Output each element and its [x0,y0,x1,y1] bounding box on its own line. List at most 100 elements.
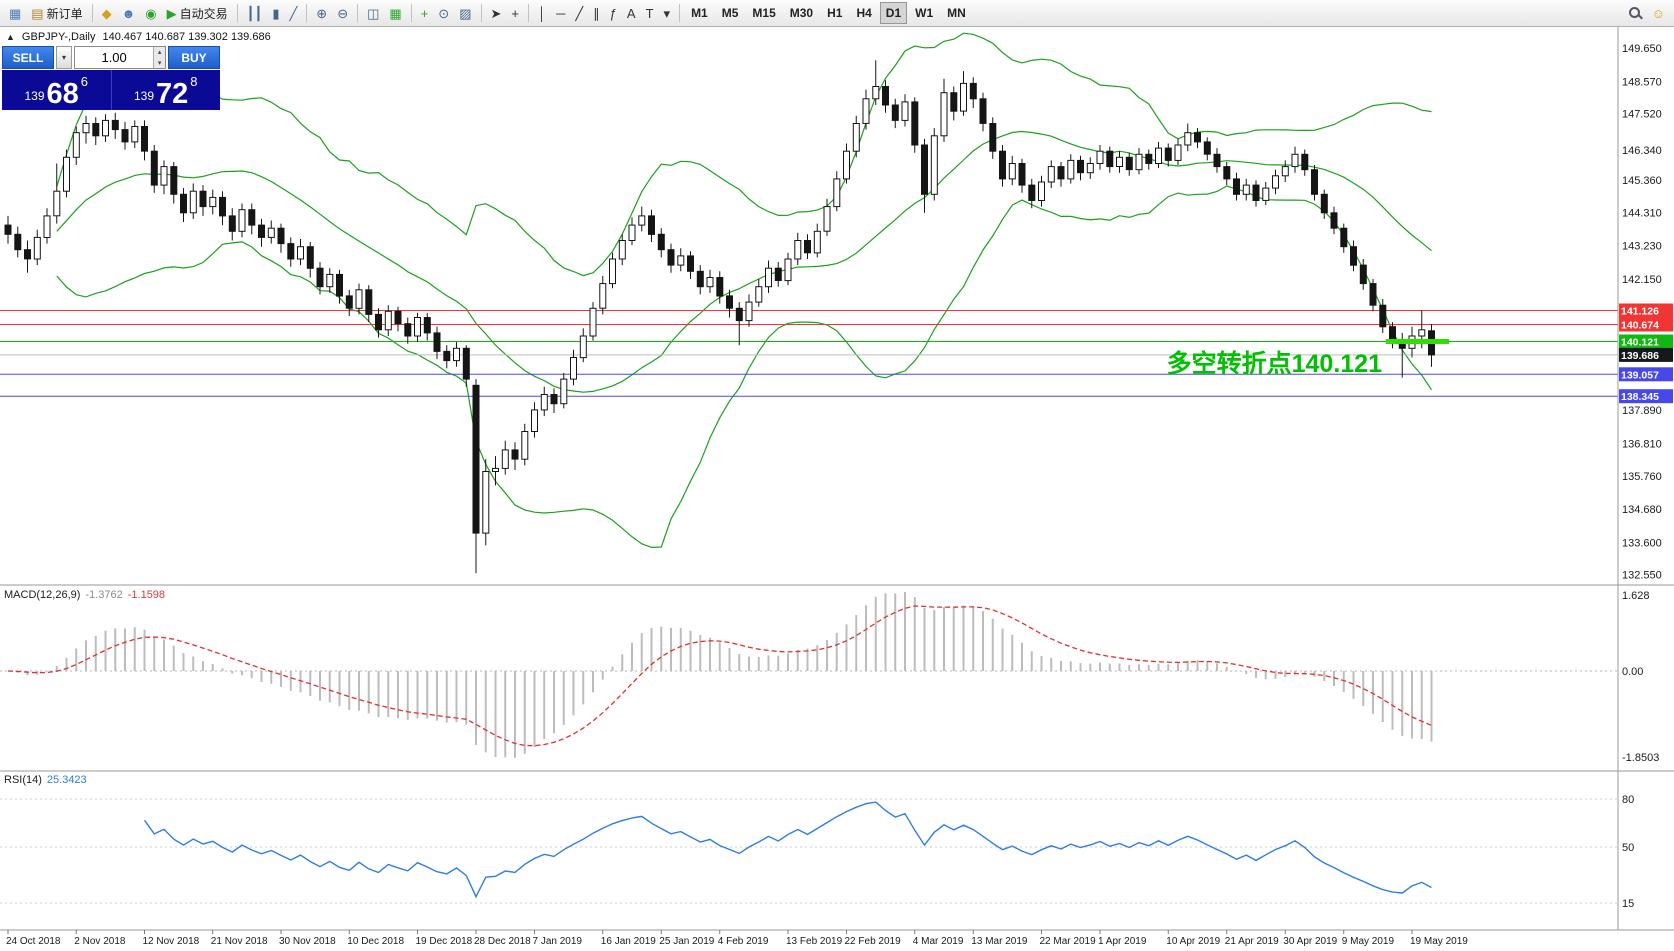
tf-m1-button[interactable]: M1 [685,2,714,24]
candle [560,378,568,405]
auto-trading-button[interactable]: ▶ 自动交易 [163,2,232,24]
candle [394,310,402,325]
rsi-tick-label: 15 [1622,898,1634,910]
tf-w1-button[interactable]: W1 [909,2,939,24]
trendline-button[interactable]: ╱ [571,2,587,24]
candlestick-chart-button[interactable]: ▮ [268,2,283,24]
candle [735,307,743,322]
price-tick-label: 143.230 [1622,241,1662,253]
tf-m5-button[interactable]: M5 [716,2,745,24]
date-label: 12 Nov 2018 [143,936,200,947]
date-label: 10 Apr 2019 [1166,936,1220,947]
candle [950,92,958,112]
candle [852,123,860,152]
text-button[interactable]: A [623,2,640,24]
candle [92,123,100,137]
price-tick-label: 134.680 [1622,504,1662,516]
crosshair-button[interactable]: + [507,2,523,24]
date-axis[interactable] [0,930,1618,951]
tf-h4-button[interactable]: H4 [850,2,877,24]
sell-price-display[interactable]: 139 68 6 [2,70,111,110]
candle [1223,166,1231,180]
price-tick-label: 142.150 [1622,274,1662,286]
toolbar-separator [306,4,308,22]
community-button[interactable]: ☺ [1648,2,1669,24]
macd-label: MACD(12,26,9) [4,589,81,601]
new-order-button[interactable]: ▤ 新订单 [27,2,86,24]
panel-divider-macd[interactable] [0,583,1674,588]
price-tick-label: 149.650 [1622,43,1662,55]
line-chart-button[interactable]: ╱ [285,2,301,24]
indicators-button[interactable]: + [417,2,433,24]
text-label-button[interactable]: T [642,2,658,24]
search-button[interactable] [1624,2,1646,24]
panel-divider-rsi[interactable] [0,769,1674,774]
tf-m15-button[interactable]: M15 [746,2,781,24]
horizontal-line-button[interactable]: ─ [552,2,569,24]
candle [774,267,782,282]
candle [482,471,490,534]
candle [706,277,714,288]
grid-button[interactable]: ▦ [385,2,405,24]
fibonacci-button[interactable]: ƒ [606,2,621,24]
periods-button[interactable]: ⊙ [434,2,453,24]
candle [1057,166,1065,180]
buy-button[interactable]: BUY [168,46,220,69]
axes-layer: 149.650 148.570 147.520 146.340 145.360 144.3… [0,27,1674,947]
candle [882,86,889,106]
candle [53,190,61,217]
pivot-annotation[interactable]: 多空转折点140.121 [1166,350,1382,378]
price-tick-label: 146.340 [1622,145,1662,157]
candle [745,301,753,322]
navigator-icon: ◉ [145,5,157,21]
new-order-label: 新订单 [46,6,83,21]
one-click-collapse-icon[interactable]: ▲ [6,32,15,42]
zoom-out-button[interactable]: ⊖ [333,2,352,24]
toolbar-separator [528,4,529,22]
tf-mn-button[interactable]: MN [941,2,972,24]
candle [628,224,636,242]
data-window-button[interactable]: ☻ [118,2,140,24]
macd-value-main: -1.3762 [85,589,123,601]
candle [862,98,870,124]
macd-header: MACD(12,26,9) -1.3762 -1.1598 [4,589,165,601]
lot-increase-button[interactable]: ▴ [154,47,165,58]
order-type-dropdown[interactable]: ▾ [56,46,72,69]
templates-button[interactable]: ▨ [455,2,475,24]
candle [638,215,646,226]
tf-m30-button[interactable]: M30 [784,2,819,24]
new-chart-button[interactable]: ▦ [5,2,25,24]
candle [1145,153,1153,165]
candle [443,350,451,362]
buy-price-display[interactable]: 139 72 8 [112,70,221,110]
market-watch-button[interactable]: ◆ [98,2,116,24]
date-label: 21 Nov 2018 [211,936,268,947]
lot-decrease-button[interactable]: ▾ [154,57,165,68]
equidistant-channel-button[interactable]: ∥ [589,2,604,24]
candle [102,119,109,137]
cursor-button[interactable]: ➤ [487,2,506,24]
text-label-icon: T [645,5,654,21]
lot-size-input[interactable] [75,47,154,68]
candle [901,101,909,121]
tf-h1-button[interactable]: H1 [821,2,848,24]
candle [667,249,675,266]
tile-windows-button[interactable]: ◫ [363,2,383,24]
candle [1203,141,1211,155]
rsi-line [143,801,1432,899]
zoom-in-button[interactable]: ⊕ [312,2,331,24]
sell-button[interactable]: SELL [2,46,54,69]
date-label: 24 Oct 2018 [6,936,61,947]
bar-chart-button[interactable]: ┃┃ [243,2,267,24]
navigator-button[interactable]: ◉ [141,2,160,24]
candle [472,384,480,534]
new-order-icon: ▤ [31,5,44,21]
tf-d1-button[interactable]: D1 [879,2,908,24]
one-click-trading-panel: SELL ▾ ▴ ▾ BUY 139 68 6 139 72 8 [2,46,220,110]
candle [1418,329,1426,337]
price-tick-label: 148.570 [1622,76,1662,88]
vertical-line-button[interactable]: │ [534,2,550,24]
price-axis[interactable] [1618,27,1674,930]
objects-dropdown-button[interactable]: ▾ [660,2,675,24]
